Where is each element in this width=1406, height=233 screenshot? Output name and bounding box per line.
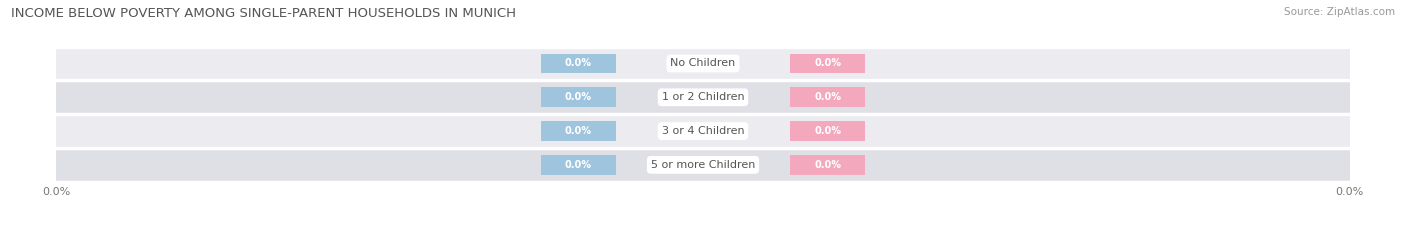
Text: 0.0%: 0.0% (565, 160, 592, 170)
FancyBboxPatch shape (56, 114, 1350, 148)
Text: No Children: No Children (671, 58, 735, 69)
Text: 0.0%: 0.0% (814, 126, 841, 136)
Bar (541, 87, 616, 107)
Text: 0.0%: 0.0% (565, 126, 592, 136)
Text: 0.0%: 0.0% (814, 160, 841, 170)
FancyBboxPatch shape (56, 80, 1350, 114)
Bar (541, 155, 616, 175)
Text: 1 or 2 Children: 1 or 2 Children (662, 92, 744, 102)
Text: 0.0%: 0.0% (565, 58, 592, 69)
Text: 0.0%: 0.0% (814, 92, 841, 102)
Text: 0.0%: 0.0% (814, 58, 841, 69)
Text: INCOME BELOW POVERTY AMONG SINGLE-PARENT HOUSEHOLDS IN MUNICH: INCOME BELOW POVERTY AMONG SINGLE-PARENT… (11, 7, 516, 20)
Text: 5 or more Children: 5 or more Children (651, 160, 755, 170)
Text: Source: ZipAtlas.com: Source: ZipAtlas.com (1284, 7, 1395, 17)
Bar (790, 87, 865, 107)
FancyBboxPatch shape (56, 47, 1350, 80)
Bar (790, 54, 865, 73)
Bar (790, 155, 865, 175)
Bar (541, 121, 616, 141)
Text: 0.0%: 0.0% (565, 92, 592, 102)
Bar (790, 121, 865, 141)
Bar (541, 54, 616, 73)
FancyBboxPatch shape (56, 148, 1350, 182)
Text: 3 or 4 Children: 3 or 4 Children (662, 126, 744, 136)
